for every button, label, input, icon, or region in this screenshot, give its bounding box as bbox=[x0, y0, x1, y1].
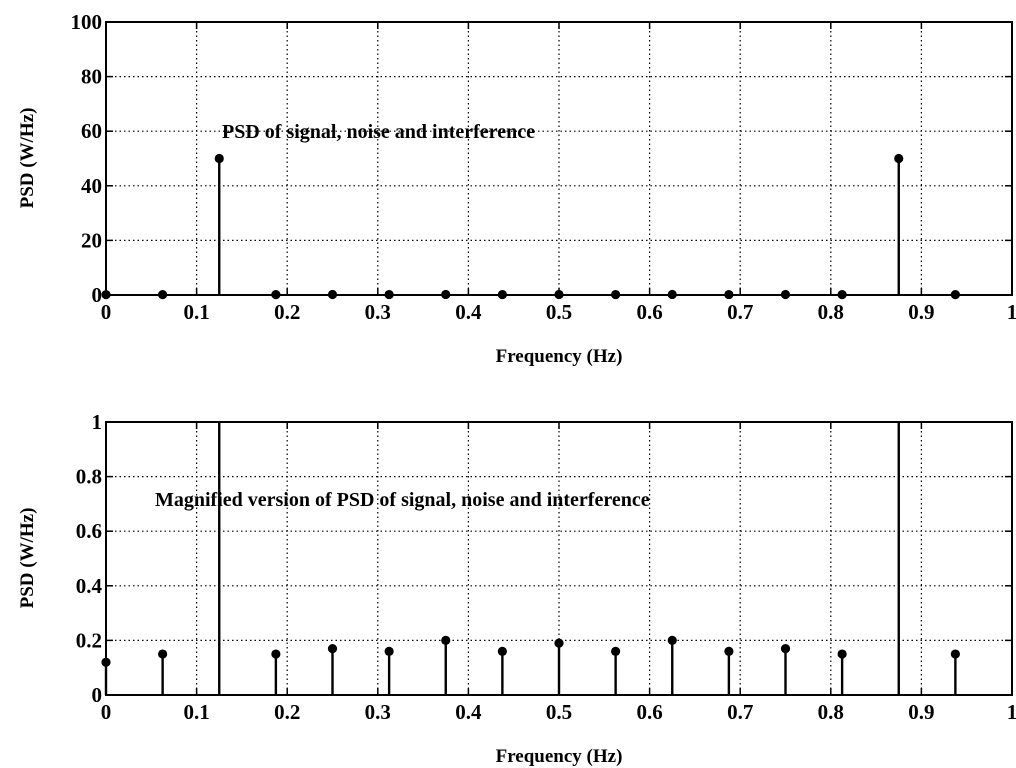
x-tick-label: 0.6 bbox=[636, 300, 662, 324]
x-tick-label: 0.2 bbox=[274, 700, 300, 724]
x-axis-label: Frequency (Hz) bbox=[496, 346, 623, 367]
x-tick-label: 0.8 bbox=[818, 300, 844, 324]
x-tick-label: 0.8 bbox=[818, 700, 844, 724]
stem-marker bbox=[611, 289, 621, 300]
y-tick-label: 0.4 bbox=[76, 574, 103, 598]
x-tick-label: 0.1 bbox=[183, 300, 209, 324]
y-tick-label: 80 bbox=[81, 65, 102, 89]
stem-marker bbox=[327, 289, 338, 300]
x-tick-label: 0 bbox=[101, 300, 112, 324]
x-tick-label: 1 bbox=[1007, 300, 1016, 324]
stem-marker bbox=[667, 289, 677, 300]
y-tick-label: 0.8 bbox=[76, 465, 102, 489]
y-axis-label: PSD (W/Hz) bbox=[17, 508, 38, 609]
stem-marker bbox=[158, 649, 168, 659]
y-tick-label: 0 bbox=[92, 683, 103, 707]
stem-marker bbox=[101, 657, 111, 667]
stem-marker bbox=[780, 643, 791, 654]
stem-marker bbox=[497, 289, 507, 300]
stem-marker bbox=[441, 289, 451, 300]
stem-marker bbox=[441, 635, 451, 646]
y-axis-label: PSD (W/Hz) bbox=[17, 108, 38, 209]
stem-marker bbox=[327, 643, 338, 654]
stem-marker bbox=[271, 649, 281, 659]
stem-marker bbox=[780, 289, 791, 300]
y-tick-label: 1 bbox=[92, 410, 103, 434]
stem-marker bbox=[158, 289, 168, 300]
stem-marker bbox=[554, 638, 564, 648]
stem-marker bbox=[724, 646, 734, 656]
y-tick-label: 100 bbox=[71, 10, 103, 34]
x-tick-label: 0.7 bbox=[727, 300, 753, 324]
x-tick-label: 0.7 bbox=[727, 700, 753, 724]
chart-annotation: Magnified version of PSD of signal, nois… bbox=[155, 489, 650, 511]
x-tick-label: 0.5 bbox=[546, 300, 572, 324]
stem-marker bbox=[611, 646, 621, 656]
stem-marker bbox=[554, 289, 564, 300]
chart-panel-top: 0 0.1 0.2 0.3 0.4 0.5 0.6 0.7 0.8 0.9 1 0 20 40 60 80 10… bbox=[17, 10, 1016, 367]
y-tick-label: 0.2 bbox=[76, 628, 102, 652]
stem-marker bbox=[837, 289, 847, 300]
stem-marker bbox=[271, 289, 281, 300]
x-tick-label: 0.9 bbox=[908, 300, 934, 324]
stem-marker bbox=[214, 153, 224, 164]
stem-marker bbox=[497, 646, 507, 656]
x-tick-label: 0.9 bbox=[908, 700, 934, 724]
stem-marker bbox=[667, 635, 677, 646]
chart-panel-bottom: 0 0.1 0.2 0.3 0.4 0.5 0.6 0.7 0.8 0.9 1 0 0.2 0.4 0.6 0… bbox=[17, 410, 1016, 767]
x-tick-label: 0.4 bbox=[455, 300, 482, 324]
stem-marker bbox=[950, 289, 960, 300]
x-tick-label: 0.1 bbox=[183, 700, 209, 724]
x-tick-label: 0.2 bbox=[274, 300, 300, 324]
x-tick-label: 0.3 bbox=[365, 300, 391, 324]
x-tick-label: 0.4 bbox=[455, 700, 482, 724]
y-tick-label: 20 bbox=[81, 228, 102, 252]
stem-marker bbox=[894, 153, 904, 164]
y-tick-label: 0.6 bbox=[76, 519, 102, 543]
y-tick-label: 0 bbox=[92, 283, 103, 307]
stem-marker bbox=[724, 289, 734, 300]
y-tick-label: 60 bbox=[81, 119, 102, 143]
x-tick-label: 0 bbox=[101, 700, 112, 724]
x-axis-label: Frequency (Hz) bbox=[496, 746, 623, 767]
x-tick-label: 1 bbox=[1007, 700, 1016, 724]
stem-marker bbox=[384, 646, 394, 656]
stem-marker bbox=[950, 649, 960, 659]
stem-marker bbox=[384, 289, 394, 300]
x-tick-label: 0.3 bbox=[365, 700, 391, 724]
stem-marker bbox=[837, 649, 847, 659]
y-tick-label: 40 bbox=[81, 174, 102, 198]
stem-marker bbox=[101, 290, 111, 300]
x-tick-label: 0.5 bbox=[546, 700, 572, 724]
x-tick-label: 0.6 bbox=[636, 700, 662, 724]
chart-annotation: PSD of signal, noise and interference bbox=[222, 121, 535, 143]
